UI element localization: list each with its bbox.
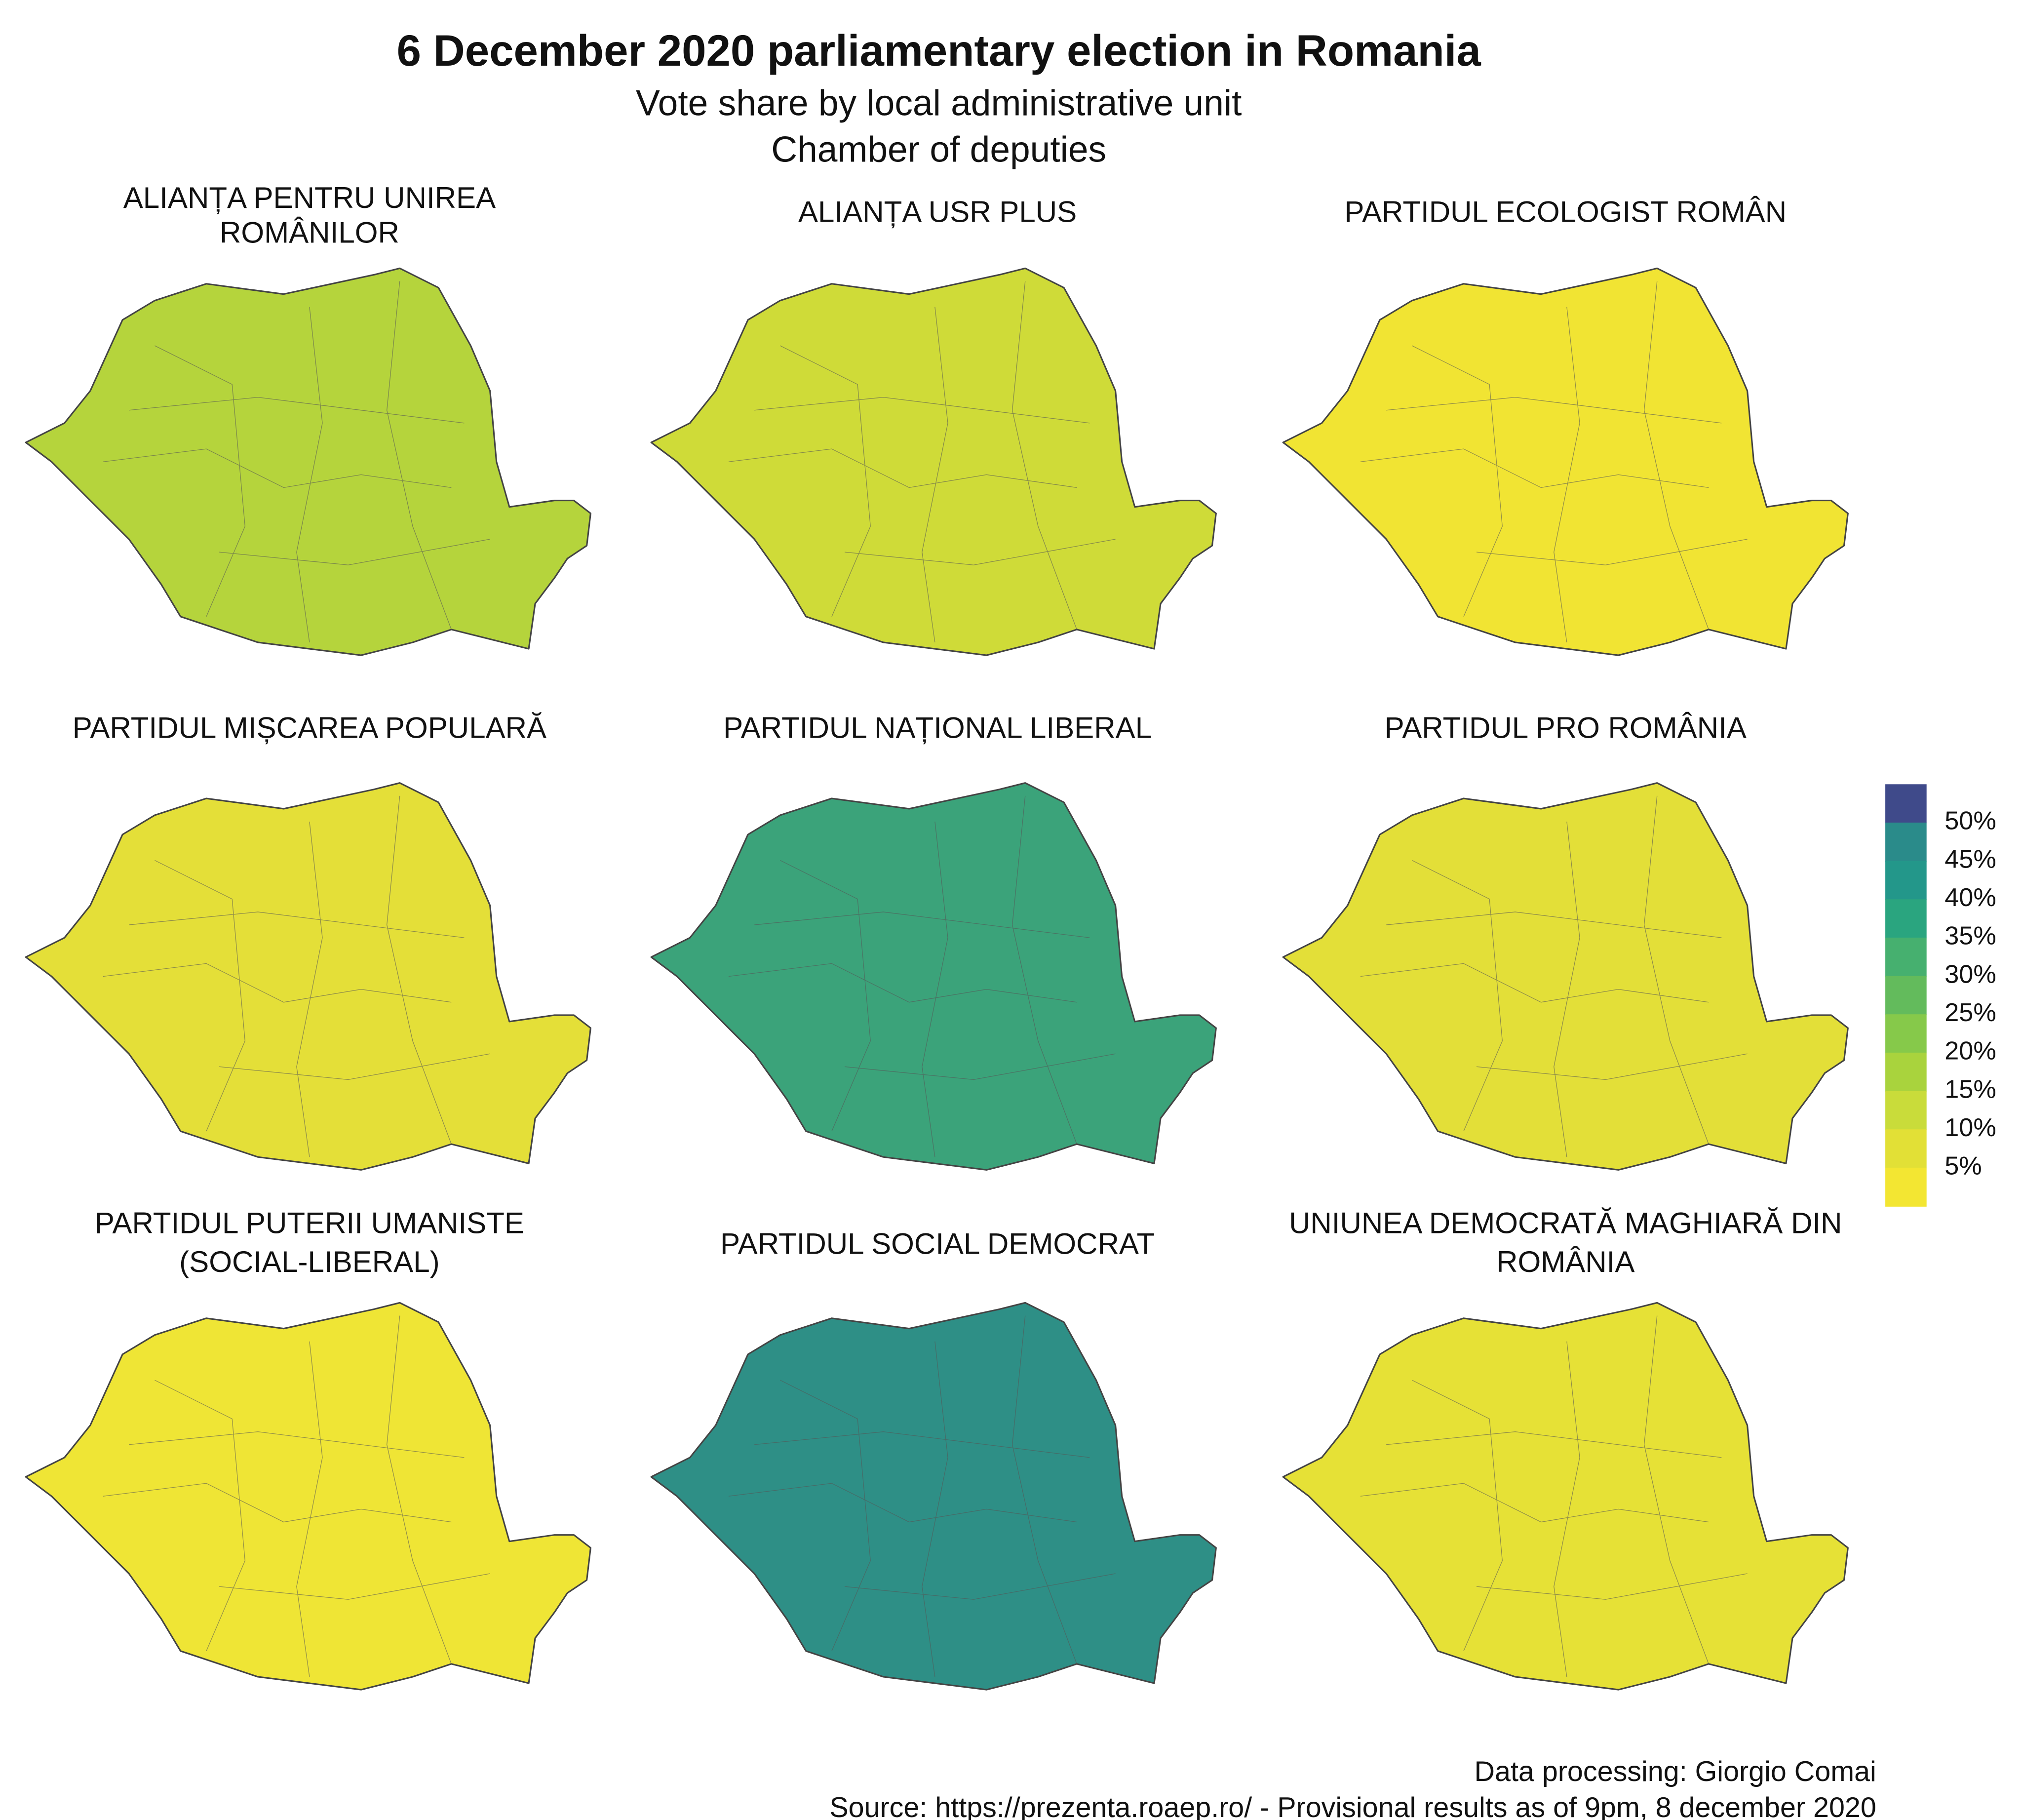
legend-label: 20%: [1944, 1037, 1996, 1066]
legend-swatch: [1885, 784, 1927, 824]
legend-swatch: [1885, 1052, 1927, 1092]
legend-swatch: [1885, 1014, 1927, 1054]
county-borders: [103, 281, 490, 643]
panel-title: (SOCIAL-LIBERAL): [179, 1245, 440, 1278]
panel-title: ROMÂNILOR: [220, 216, 399, 249]
panel-title: ROMÂNIA: [1496, 1245, 1634, 1278]
panel-title: PARTIDUL NAȚIONAL LIBERAL: [723, 711, 1152, 744]
romania-map: [25, 1302, 591, 1691]
legend-label: 40%: [1944, 883, 1996, 912]
legend-label: 15%: [1944, 1075, 1996, 1104]
map-panel: [25, 782, 591, 1171]
romania-map: [650, 267, 1217, 656]
legend-label: 10%: [1944, 1113, 1996, 1142]
county-borders: [1360, 281, 1748, 643]
map-panel: [1282, 267, 1849, 656]
panel-title: PARTIDUL PUTERII UMANISTE: [95, 1207, 524, 1240]
county-borders: [1360, 795, 1748, 1157]
county-borders: [728, 1315, 1116, 1677]
title: 6 December 2020 parliamentary election i…: [397, 26, 1481, 75]
legend-swatch: [1885, 937, 1927, 977]
romania-map: [1282, 267, 1849, 656]
legend-label: 5%: [1944, 1152, 1982, 1181]
county-borders: [728, 281, 1116, 643]
county-borders: [103, 795, 490, 1157]
legend-swatch: [1885, 976, 1927, 1015]
legend-swatch: [1885, 1167, 1927, 1207]
romania-map: [25, 267, 591, 656]
legend-label: 30%: [1944, 960, 1996, 989]
map-panel: [650, 1302, 1217, 1691]
map-panel: [1282, 782, 1849, 1171]
romania-map: [25, 782, 591, 1171]
map-panel: [650, 782, 1217, 1171]
panel-title: PARTIDUL ECOLOGIST ROMÂN: [1344, 196, 1787, 229]
panel-title: ALIANȚA PENTRU UNIREA: [123, 181, 496, 214]
legend-swatch: [1885, 899, 1927, 939]
map-panel: [25, 1302, 591, 1691]
legend-swatch: [1885, 861, 1927, 900]
map-panel: [1282, 1302, 1849, 1691]
county-borders: [1360, 1315, 1748, 1677]
legend-label: 50%: [1944, 807, 1996, 835]
romania-map: [650, 1302, 1217, 1691]
map-panel: [25, 267, 591, 656]
county-borders: [728, 795, 1116, 1157]
legend-label: 35%: [1944, 922, 1996, 950]
subtitle: Vote share by local administrative unit: [636, 83, 1242, 123]
romania-map: [1282, 782, 1849, 1171]
romania-map: [1282, 1302, 1849, 1691]
panel-title: ALIANȚA USR PLUS: [798, 196, 1077, 229]
caption: Data processing: Giorgio Comai: [1475, 1756, 1876, 1787]
legend-swatch: [1885, 822, 1927, 862]
panel-title: PARTIDUL MIȘCAREA POPULARĂ: [73, 711, 546, 744]
county-borders: [103, 1315, 490, 1677]
panel-title: PARTIDUL SOCIAL DEMOCRAT: [720, 1227, 1155, 1260]
map-panel: [650, 267, 1217, 656]
legend-label: 45%: [1944, 845, 1996, 873]
panel-title: PARTIDUL PRO ROMÂNIA: [1385, 711, 1747, 744]
caption: Source: https://prezenta.roaep.ro/ - Pro…: [829, 1792, 1876, 1820]
panel-title: UNIUNEA DEMOCRATĂ MAGHIARĂ DIN: [1289, 1207, 1842, 1240]
legend-label: 25%: [1944, 998, 1996, 1027]
subtitle: Chamber of deputies: [771, 130, 1106, 170]
romania-map: [650, 782, 1217, 1171]
legend-swatch: [1885, 1129, 1927, 1169]
legend-swatch: [1885, 1091, 1927, 1130]
